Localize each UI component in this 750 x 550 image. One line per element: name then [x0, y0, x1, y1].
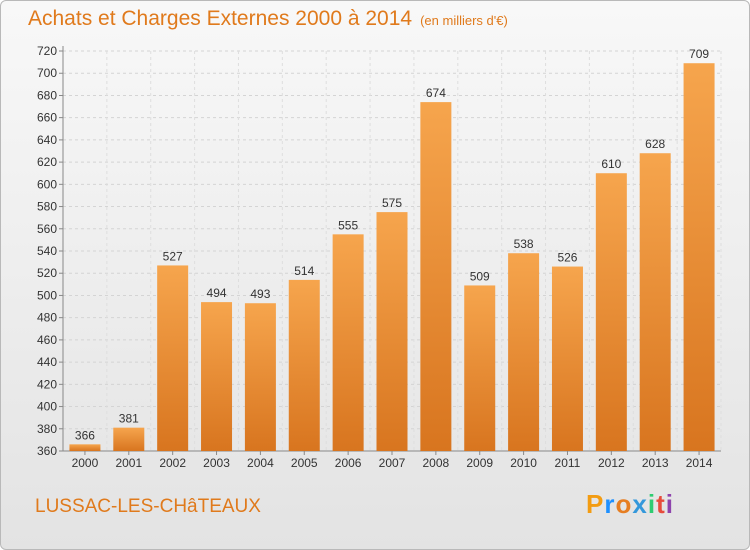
logo-letter: x — [632, 489, 648, 519]
bar-2006 — [332, 234, 364, 451]
bar-2009 — [464, 285, 496, 451]
x-tick-label: 2001 — [115, 456, 142, 470]
bar-2007 — [376, 212, 408, 451]
data-label: 493 — [250, 287, 270, 301]
y-tick-label: 660 — [37, 111, 57, 125]
y-tick-label: 720 — [37, 44, 57, 58]
bar-2013 — [639, 153, 671, 451]
data-label: 575 — [382, 196, 402, 210]
data-label: 555 — [338, 218, 358, 232]
y-tick-label: 500 — [37, 288, 57, 302]
y-tick-label: 540 — [37, 244, 57, 258]
logo-letter: r — [604, 489, 616, 519]
logo-letter: i — [665, 489, 674, 519]
data-label: 509 — [470, 269, 490, 283]
y-tick-label: 640 — [37, 133, 57, 147]
y-tick-label: 620 — [37, 155, 57, 169]
y-tick-label: 420 — [37, 377, 57, 391]
bar-2014 — [683, 63, 715, 451]
y-tick-label: 600 — [37, 177, 57, 191]
data-label: 538 — [514, 237, 534, 251]
data-label: 674 — [426, 86, 446, 100]
data-label: 526 — [557, 251, 577, 265]
x-tick-label: 2003 — [203, 456, 230, 470]
x-tick-label: 2010 — [510, 456, 537, 470]
bar-2012 — [595, 173, 627, 451]
y-tick-label: 480 — [37, 311, 57, 325]
x-tick-label: 2013 — [642, 456, 669, 470]
x-tick-label: 2014 — [686, 456, 713, 470]
x-tick-label: 2012 — [598, 456, 625, 470]
chart-title: Achats et Charges Externes 2000 à 2014 (e… — [28, 7, 508, 31]
y-tick-label: 700 — [37, 66, 57, 80]
x-tick-label: 2004 — [247, 456, 274, 470]
data-label: 381 — [119, 412, 139, 426]
y-tick-label: 560 — [37, 222, 57, 236]
x-tick-label: 2000 — [72, 456, 99, 470]
data-labels: 366 381 527 494 493 514 555 575 674 509 538 526 610 6… — [75, 47, 709, 442]
proxiti-logo: Proxiti — [586, 489, 674, 520]
data-label: 527 — [163, 249, 183, 263]
x-tick-label: 2009 — [466, 456, 493, 470]
data-label: 494 — [207, 286, 227, 300]
bar-2003 — [201, 302, 233, 451]
bar-2001 — [113, 427, 145, 451]
bars — [69, 63, 715, 451]
y-tick-label: 380 — [37, 422, 57, 436]
x-tick-label: 2008 — [423, 456, 450, 470]
chart-unit: (en milliers d'€) — [420, 13, 508, 28]
commune-name: LUSSAC-LES-CHâTEAUX — [35, 496, 261, 517]
y-tick-label: 440 — [37, 355, 57, 369]
axes: 360 380 400 420 440 460 480 500 520 540 560 580 600 6… — [37, 44, 721, 470]
bar-2010 — [508, 253, 540, 451]
y-tick-label: 680 — [37, 88, 57, 102]
bar-2002 — [157, 265, 189, 451]
bar-2004 — [244, 303, 276, 451]
x-tick-label: 2002 — [159, 456, 186, 470]
chart-title-text: Achats et Charges Externes 2000 à 2014 — [28, 7, 413, 30]
bar-2008 — [420, 102, 452, 451]
y-tick-label: 520 — [37, 266, 57, 280]
bar-2011 — [551, 266, 583, 451]
data-label: 628 — [645, 137, 665, 151]
y-tick-label: 400 — [37, 400, 57, 414]
data-label: 709 — [689, 47, 709, 61]
bar-2000 — [69, 444, 101, 451]
logo-letter: o — [615, 489, 633, 519]
y-tick-label: 460 — [37, 333, 57, 347]
x-tick-label: 2007 — [379, 456, 406, 470]
logo-letter: t — [656, 489, 666, 519]
logo-letter: P — [586, 489, 605, 519]
data-label: 514 — [294, 264, 314, 278]
y-tick-label: 360 — [37, 444, 57, 458]
x-tick-label: 2011 — [555, 456, 581, 470]
logo-letter: i — [647, 489, 657, 519]
y-tick-label: 580 — [37, 200, 57, 214]
x-tick-label: 2005 — [291, 456, 318, 470]
data-label: 610 — [601, 157, 621, 171]
bar-2005 — [288, 279, 320, 451]
data-label: 366 — [75, 428, 95, 442]
x-tick-label: 2006 — [335, 456, 362, 470]
